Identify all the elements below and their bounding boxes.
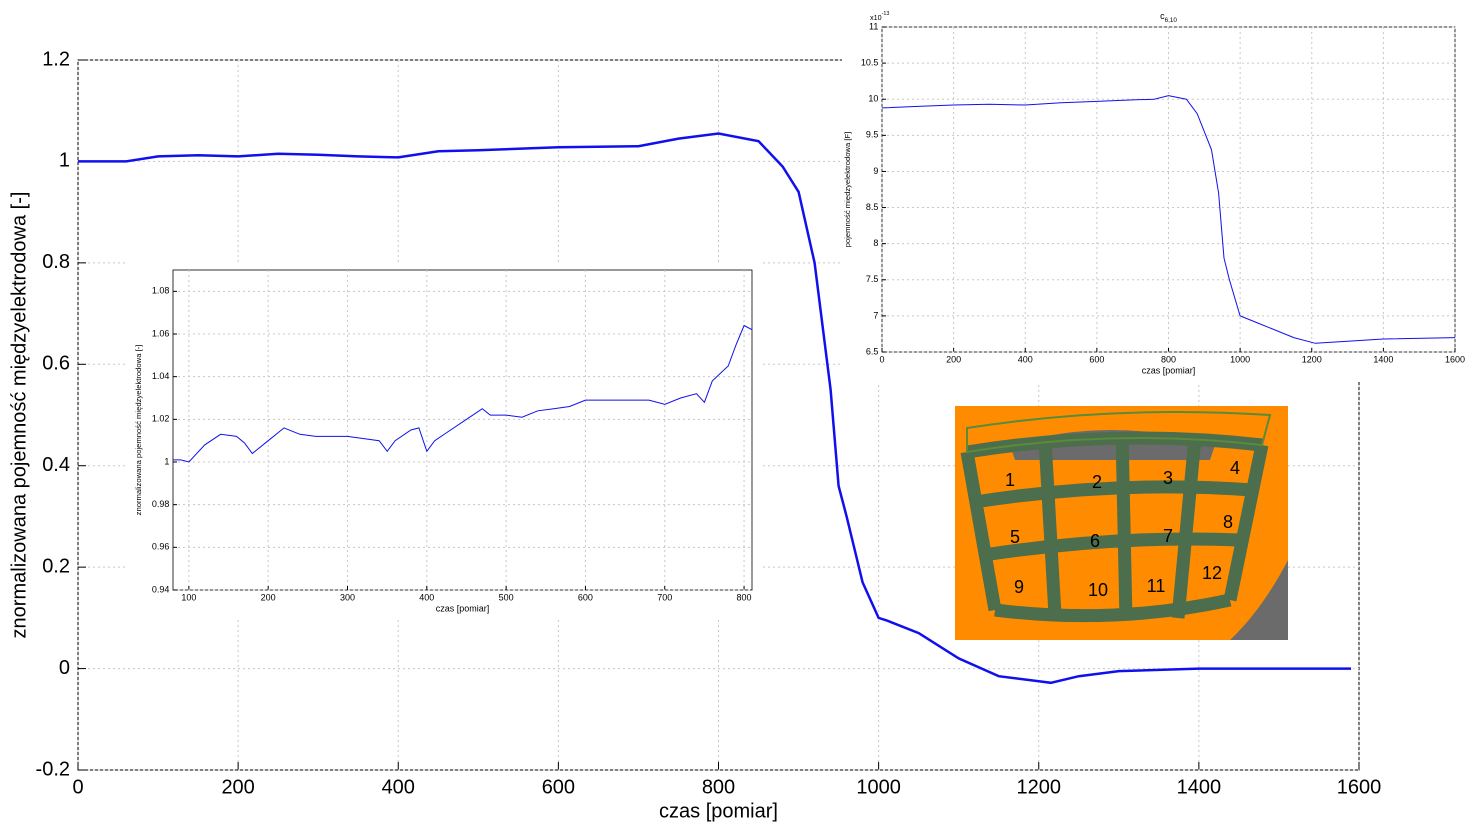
x-tick-label: 400	[382, 776, 415, 798]
y-tick-label: 10.5	[861, 57, 879, 67]
x-tick-label: 1400	[1177, 776, 1222, 798]
y-tick-label: 0.4	[42, 454, 70, 476]
electrode-number: 7	[1163, 526, 1173, 546]
electrode-number: 6	[1090, 531, 1100, 551]
scale-exponent: -13	[882, 11, 890, 17]
title-subscript: 6,10	[1165, 17, 1178, 24]
y-tick-label: 0.6	[42, 353, 70, 375]
y-tick-label: 8.5	[866, 202, 879, 212]
y-tick-label: 0.98	[152, 499, 170, 509]
x-tick-label: 1600	[1337, 776, 1382, 798]
electrode-number: 8	[1223, 512, 1233, 532]
x-tick-label: 500	[499, 592, 514, 602]
y-tick-label: 7	[873, 310, 878, 320]
title-main: c	[1160, 11, 1165, 21]
x-tick-label: 100	[181, 592, 196, 602]
x-axis-label: czas [pomiar]	[659, 800, 778, 822]
x-tick-label: 600	[1089, 354, 1104, 364]
x-axis-label: czas [pomiar]	[1142, 365, 1196, 375]
scale-base: x10	[870, 13, 882, 22]
y-tick-label: 8	[873, 238, 878, 248]
x-tick-label: 200	[261, 592, 276, 602]
x-tick-label: 0	[72, 776, 83, 798]
electrode-number: 1	[1005, 470, 1015, 490]
x-tick-label: 300	[340, 592, 355, 602]
x-tick-label: 1200	[1302, 354, 1322, 364]
y-tick-label: 9	[873, 166, 878, 176]
x-tick-label: 400	[1018, 354, 1033, 364]
y-axis-label: znormalizowana pojemność międzyelektrodo…	[134, 345, 143, 516]
y-tick-label: 1.02	[152, 414, 170, 424]
electrode-number: 4	[1230, 458, 1240, 478]
y-scale-label: x10-13	[870, 11, 889, 21]
x-tick-label: 1200	[1017, 776, 1062, 798]
y-axis-label: znormalizowana pojemność międzyelektrodo…	[8, 192, 30, 639]
x-tick-label: 400	[419, 592, 434, 602]
electrode-number: 9	[1014, 577, 1024, 597]
x-tick-label: 1400	[1373, 354, 1393, 364]
y-tick-label: 11	[869, 21, 878, 31]
x-tick-label: 1600	[1445, 354, 1465, 364]
y-axis-label: pojemność międzyelektrodowa [F]	[843, 132, 852, 248]
y-tick-label: 0.94	[152, 584, 170, 594]
x-tick-label: 600	[578, 592, 593, 602]
plot-area	[172, 269, 753, 591]
x-tick-label: 800	[1161, 354, 1176, 364]
x-tick-label: 600	[542, 776, 575, 798]
data-line	[78, 132, 1351, 685]
y-tick-label: 0.96	[152, 542, 170, 552]
chart: 0 200 400 600 800 1000 1200 1400 1600 6.5 7 7.5 8 8.5…	[842, 5, 1465, 382]
data-line	[881, 95, 1456, 344]
electrode-number: 12	[1202, 563, 1222, 583]
chart-title: c6,10	[1160, 11, 1177, 23]
electrode-number: 3	[1163, 468, 1173, 488]
y-tick-label: 6.5	[866, 346, 879, 356]
y-tick-label: 10	[868, 94, 878, 104]
y-tick-label: 1.06	[152, 328, 170, 338]
x-tick-label: 1000	[1230, 354, 1250, 364]
electrode-number: 10	[1088, 580, 1108, 600]
top-band	[966, 410, 1272, 454]
y-tick-label: 1.2	[42, 48, 70, 70]
x-tick-label: 0	[879, 354, 884, 364]
electrode-number: 2	[1092, 472, 1102, 492]
x-tick-label: 800	[702, 776, 735, 798]
y-tick-label: 1	[59, 150, 70, 172]
y-tick-label: -0.2	[36, 758, 70, 780]
y-tick-label: 1.08	[152, 286, 170, 296]
y-tick-label: 0.8	[42, 251, 70, 273]
y-tick-label: 1.04	[152, 371, 170, 381]
data-line	[173, 324, 753, 463]
shadow	[1230, 560, 1288, 640]
x-tick-label: 1000	[856, 776, 901, 798]
chart: 100 200 300 400 500 600 700 800 0.94 0.96 0.98 1 1.0…	[125, 262, 760, 620]
x-tick-label: 200	[221, 776, 254, 798]
x-tick-label: 800	[737, 592, 752, 602]
electrode-number: 11	[1147, 576, 1166, 596]
x-axis-label: czas [pomiar]	[436, 603, 490, 613]
y-tick-label: 0.2	[42, 555, 70, 577]
y-tick-label: 0	[59, 657, 70, 679]
electrode-number: 5	[1010, 527, 1020, 547]
y-tick-label: 9.5	[866, 130, 879, 140]
y-tick-label: 7.5	[866, 274, 879, 284]
x-tick-label: 700	[657, 592, 672, 602]
x-tick-label: 200	[946, 354, 961, 364]
y-tick-label: 1	[164, 456, 169, 466]
